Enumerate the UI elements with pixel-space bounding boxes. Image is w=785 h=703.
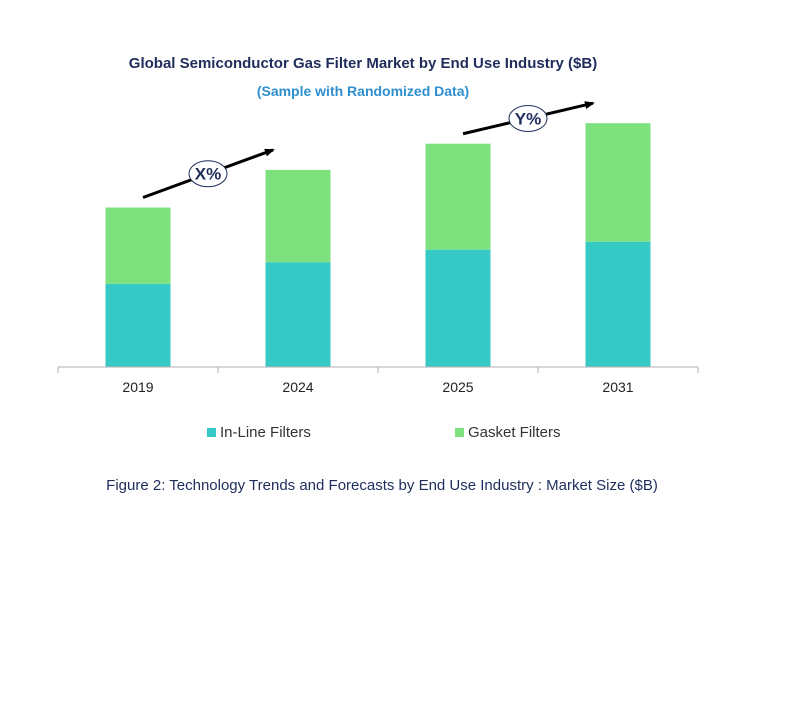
bar-gasket-filters-2024 [265, 169, 331, 263]
growth-label-oval [508, 104, 548, 132]
chart-title: Global Semiconductor Gas Filter Market b… [129, 55, 597, 72]
legend-label: In-Line Filters [220, 424, 311, 441]
legend-swatch [207, 428, 216, 437]
x-axis: 2019 2024 2025 2031 [57, 366, 699, 395]
growth-annotations: X% Y% [142, 101, 595, 199]
bar-gasket-filters-2025 [425, 143, 491, 250]
x-tick-label: 2025 [442, 379, 473, 395]
bar-in-line-filters-2025 [425, 249, 491, 367]
legend: In-Line Filters Gasket Filters [207, 424, 561, 441]
growth-label: X% [195, 165, 221, 184]
legend-swatch [455, 428, 464, 437]
x-tick-label: 2024 [282, 379, 313, 395]
growth-label: Y% [515, 109, 541, 128]
bars-layer [105, 123, 651, 367]
chart-subtitle: (Sample with Randomized Data) [257, 83, 469, 99]
legend-label: Gasket Filters [468, 424, 561, 441]
figure-caption: Figure 2: Technology Trends and Forecast… [106, 477, 658, 494]
bar-in-line-filters-2024 [265, 262, 331, 367]
x-tick-label: 2031 [602, 379, 633, 395]
bar-gasket-filters-2031 [585, 123, 651, 242]
bar-in-line-filters-2019 [105, 283, 171, 367]
bar-gasket-filters-2019 [105, 207, 171, 284]
bar-in-line-filters-2031 [585, 241, 651, 367]
x-tick-label: 2019 [122, 379, 153, 395]
growth-label-oval [188, 160, 228, 188]
